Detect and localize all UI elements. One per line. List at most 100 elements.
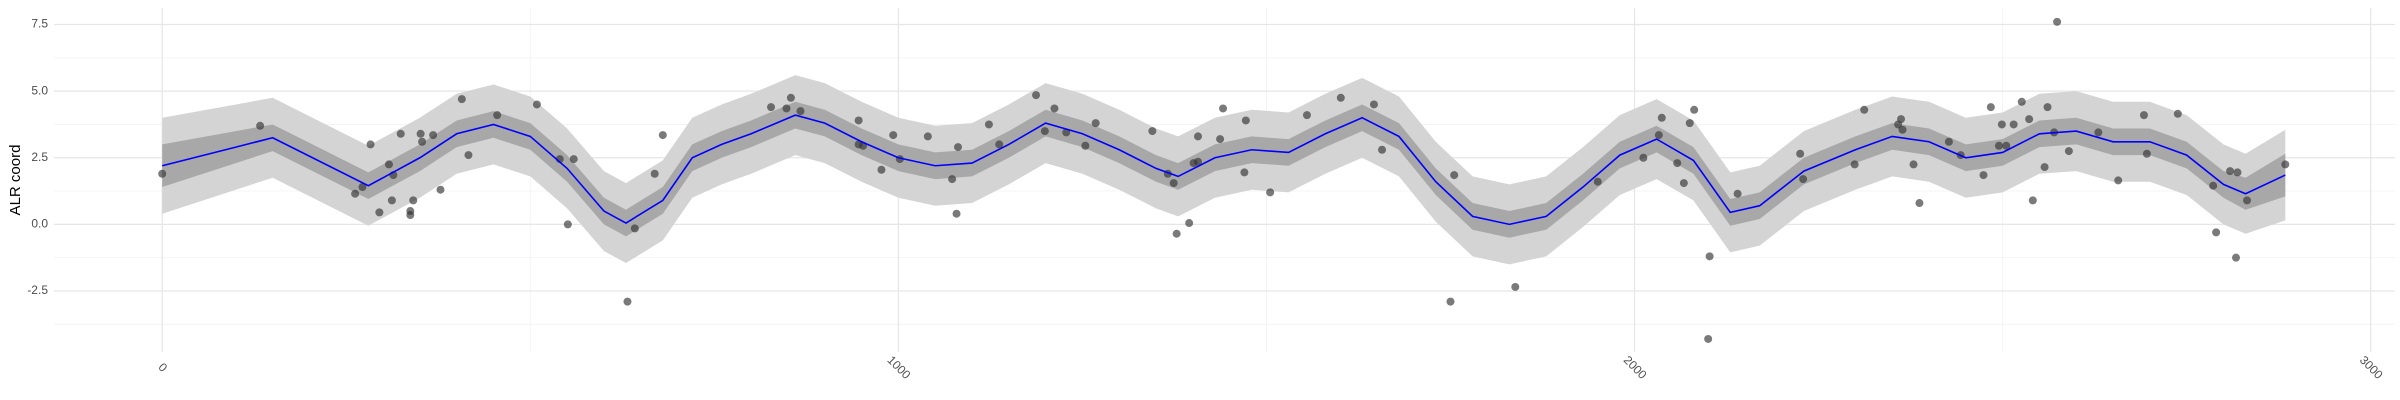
x-tick-label: 0: [155, 360, 170, 375]
data-point: [2094, 128, 2103, 137]
data-point: [1336, 93, 1345, 102]
data-point: [2040, 163, 2049, 172]
data-point: [1944, 137, 1953, 146]
fit-line: [162, 114, 2286, 226]
data-point: [2009, 120, 2018, 129]
data-point: [358, 183, 367, 192]
data-point: [1302, 111, 1311, 120]
data-point: [782, 104, 791, 113]
data-point: [1679, 179, 1688, 188]
data-point: [623, 297, 632, 306]
data-point: [1898, 125, 1907, 134]
data-point: [1040, 127, 1049, 136]
data-point: [1690, 105, 1699, 114]
data-point: [767, 103, 776, 112]
data-point: [1685, 119, 1694, 128]
data-point: [418, 137, 427, 146]
data-point: [2281, 160, 2290, 169]
data-point: [1799, 175, 1808, 184]
y-tick-label: 5.0: [31, 83, 48, 97]
data-point: [954, 143, 963, 152]
y-axis-title: ALR coord: [7, 145, 24, 216]
data-point: [2231, 253, 2240, 262]
data-point: [1979, 171, 1988, 180]
data-point: [995, 140, 1004, 149]
data-point: [1193, 132, 1202, 141]
data-point: [2212, 228, 2221, 237]
data-point: [563, 220, 572, 229]
data-point: [1172, 229, 1181, 238]
data-point: [786, 93, 795, 102]
data-point: [532, 100, 541, 109]
data-point: [416, 129, 425, 138]
data-point: [409, 196, 418, 205]
data-point: [2002, 141, 2011, 150]
data-point: [1994, 141, 2003, 150]
data-point: [854, 116, 863, 125]
data-point: [1148, 127, 1157, 136]
data-point: [436, 185, 445, 194]
data-point: [1369, 100, 1378, 109]
data-point: [2017, 97, 2026, 106]
data-point: [2233, 168, 2242, 177]
x-tick-label: 3000: [2357, 353, 2386, 382]
data-point: [2114, 176, 2123, 185]
data-point: [1673, 159, 1682, 168]
data-point: [1997, 120, 2006, 129]
data-point: [889, 131, 898, 140]
data-point: [1850, 160, 1859, 169]
data-point: [984, 120, 993, 129]
data-point: [1705, 252, 1714, 261]
data-point: [2043, 103, 2052, 112]
data-point: [1169, 179, 1178, 188]
data-point: [1216, 135, 1225, 144]
data-point: [1897, 115, 1906, 124]
data-point: [1446, 297, 1455, 306]
data-point: [1915, 199, 1924, 208]
data-point: [384, 160, 393, 169]
data-point: [658, 131, 667, 140]
confidence-ribbon: [162, 101, 2286, 238]
data-point: [464, 151, 473, 160]
data-point: [2142, 149, 2151, 158]
data-point: [2053, 17, 2062, 26]
data-point: [256, 121, 265, 130]
data-point: [1240, 168, 1249, 177]
data-point: [796, 107, 805, 116]
data-point: [948, 175, 957, 184]
data-point: [396, 129, 405, 138]
data-point: [1704, 334, 1713, 343]
x-tick-label: 2000: [1621, 353, 1650, 382]
data-point: [1593, 177, 1602, 186]
data-point: [1639, 153, 1648, 162]
data-point: [457, 95, 466, 104]
data-point: [630, 224, 639, 233]
data-point: [2028, 196, 2037, 205]
data-point: [1193, 157, 1202, 166]
data-point: [877, 165, 886, 174]
data-point: [650, 169, 659, 178]
data-point: [1796, 149, 1805, 158]
data-point: [1909, 160, 1918, 169]
data-point: [1986, 103, 1995, 112]
data-point: [1450, 171, 1459, 180]
data-point: [2226, 167, 2235, 176]
y-tick-label: 2.5: [31, 150, 48, 164]
data-point: [1860, 105, 1869, 114]
data-point: [1219, 104, 1228, 113]
y-tick-label: 0.0: [31, 217, 48, 231]
data-point: [2243, 196, 2252, 205]
data-point: [1050, 104, 1059, 113]
data-point: [351, 189, 360, 198]
data-point: [1657, 113, 1666, 122]
data-point: [569, 155, 578, 164]
data-point: [1654, 131, 1663, 140]
data-point: [493, 111, 502, 120]
data-point: [1266, 188, 1275, 197]
data-point: [158, 169, 167, 178]
data-point: [2139, 111, 2148, 120]
y-tick-label: -2.5: [27, 283, 48, 297]
data-point: [1185, 219, 1194, 228]
data-point: [1511, 282, 1520, 291]
data-point: [1733, 189, 1742, 198]
